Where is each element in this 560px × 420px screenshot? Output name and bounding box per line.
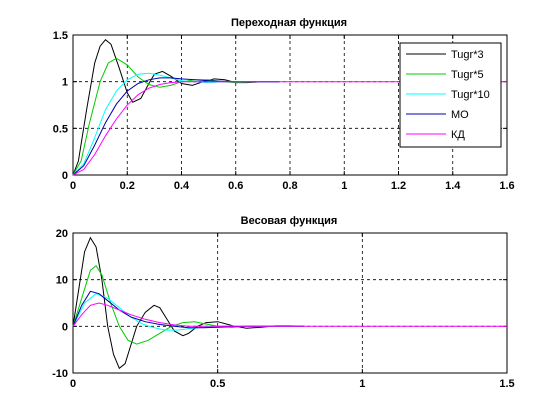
y-tick-label: 1.5 — [53, 30, 68, 42]
impulse-response-series — [72, 236, 507, 370]
x-tick-label: 0.4 — [174, 180, 190, 192]
legend-entry-label: МО — [451, 109, 469, 121]
legend-entry-label: Tugr*3 — [451, 49, 484, 61]
step-response-chart: Переходная функция 0 0.2 0.4 0.6 0.8 1 1.2 1.4 1… — [53, 17, 515, 192]
x-tick-label: 0.8 — [282, 180, 297, 192]
impulse-response-axes — [72, 232, 508, 374]
y-tick-label: 0.5 — [53, 123, 68, 135]
x-tick-label: 1.4 — [445, 180, 461, 192]
y-tick-label: -10 — [52, 368, 68, 380]
y-tick-label: 0 — [62, 321, 68, 333]
x-tick-label: 1.2 — [391, 180, 406, 192]
impulse-response-series-line — [72, 302, 507, 327]
y-tick-label: 10 — [56, 275, 68, 287]
x-tick-label: 0.6 — [228, 180, 243, 192]
legend-entry-label: Tugr*5 — [451, 69, 484, 81]
step-response-series — [72, 38, 507, 176]
legend-entry-label: КД — [451, 129, 465, 141]
x-tick-label: 0.5 — [210, 378, 225, 390]
legend-box — [399, 42, 502, 148]
step-response-legend: Tugr*3 Tugr*5 Tugr*10 МО КД — [399, 42, 502, 148]
step-response-title: Переходная функция — [231, 17, 347, 29]
impulse-response-title: Весовая функция — [241, 215, 338, 227]
x-tick-label: 0.2 — [120, 180, 135, 192]
x-tick-label: 0 — [70, 180, 76, 192]
step-response-series-line — [72, 81, 507, 176]
legend-entry-label: Tugr*10 — [451, 89, 490, 101]
x-tick-label: 0 — [70, 378, 76, 390]
step-response-ticks: 0 0.2 0.4 0.6 0.8 1 1.2 1.4 1.6 0 0.5 1 1.5 — [53, 30, 515, 192]
x-tick-label: 1 — [341, 180, 347, 192]
x-tick-label: 1.5 — [499, 378, 514, 390]
y-tick-label: 1 — [62, 77, 68, 89]
x-tick-label: 1.6 — [499, 180, 514, 192]
x-tick-label: 1 — [359, 378, 365, 390]
y-tick-label: 0 — [62, 170, 68, 182]
y-tick-label: 20 — [56, 228, 68, 240]
